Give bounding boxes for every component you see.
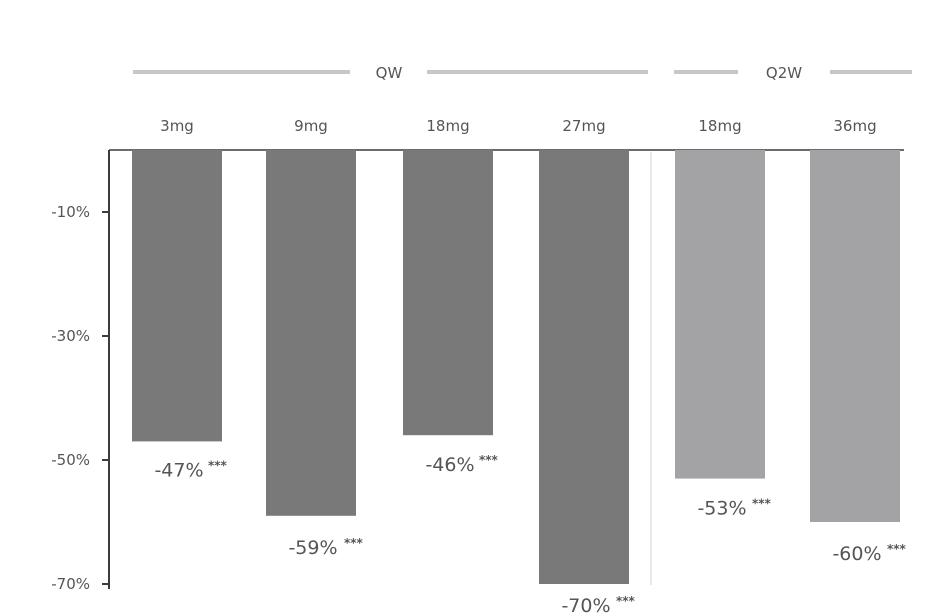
bars bbox=[132, 150, 900, 584]
significance-marker: *** bbox=[208, 458, 228, 472]
bar-9mg-qw bbox=[266, 150, 356, 516]
data-label: -47% bbox=[154, 459, 203, 481]
data-label: -53% bbox=[697, 498, 746, 520]
category-label: 18mg bbox=[698, 117, 741, 135]
data-label: -46% bbox=[425, 454, 474, 476]
bar-3mg-qw bbox=[132, 150, 222, 442]
y-axis: -10% -30% -50% -70% bbox=[51, 149, 904, 593]
significance-marker: *** bbox=[344, 536, 364, 550]
category-label: 9mg bbox=[294, 117, 328, 135]
bar-27mg-qw bbox=[539, 150, 629, 584]
y-tick-label: -70% bbox=[51, 575, 90, 593]
category-label: 18mg bbox=[426, 117, 469, 135]
group-brackets: QW Q2W bbox=[133, 64, 912, 82]
significance-marker: *** bbox=[616, 594, 636, 608]
bar-36mg-q2w bbox=[810, 150, 900, 522]
data-label: -70% bbox=[561, 595, 610, 615]
bar-18mg-q2w bbox=[675, 150, 765, 479]
significance-marker: *** bbox=[752, 497, 772, 511]
bar-18mg-qw bbox=[403, 150, 493, 436]
category-label: 3mg bbox=[160, 117, 194, 135]
group-label-qw: QW bbox=[376, 64, 403, 82]
category-labels: 3mg 9mg 18mg 27mg 18mg 36mg bbox=[160, 117, 876, 135]
data-labels: -47% *** -59% *** -46% *** -70% *** -53% *** -60% *… bbox=[154, 453, 906, 615]
data-label: -60% bbox=[832, 543, 881, 565]
significance-marker: *** bbox=[887, 542, 907, 556]
y-tick-label: -10% bbox=[51, 203, 90, 221]
y-tick-label: -30% bbox=[51, 327, 90, 345]
significance-marker: *** bbox=[479, 453, 499, 467]
category-label: 27mg bbox=[562, 117, 605, 135]
y-tick-label: -50% bbox=[51, 451, 90, 469]
group-label-q2w: Q2W bbox=[766, 64, 802, 82]
category-label: 36mg bbox=[833, 117, 876, 135]
data-label: -59% bbox=[288, 537, 337, 559]
